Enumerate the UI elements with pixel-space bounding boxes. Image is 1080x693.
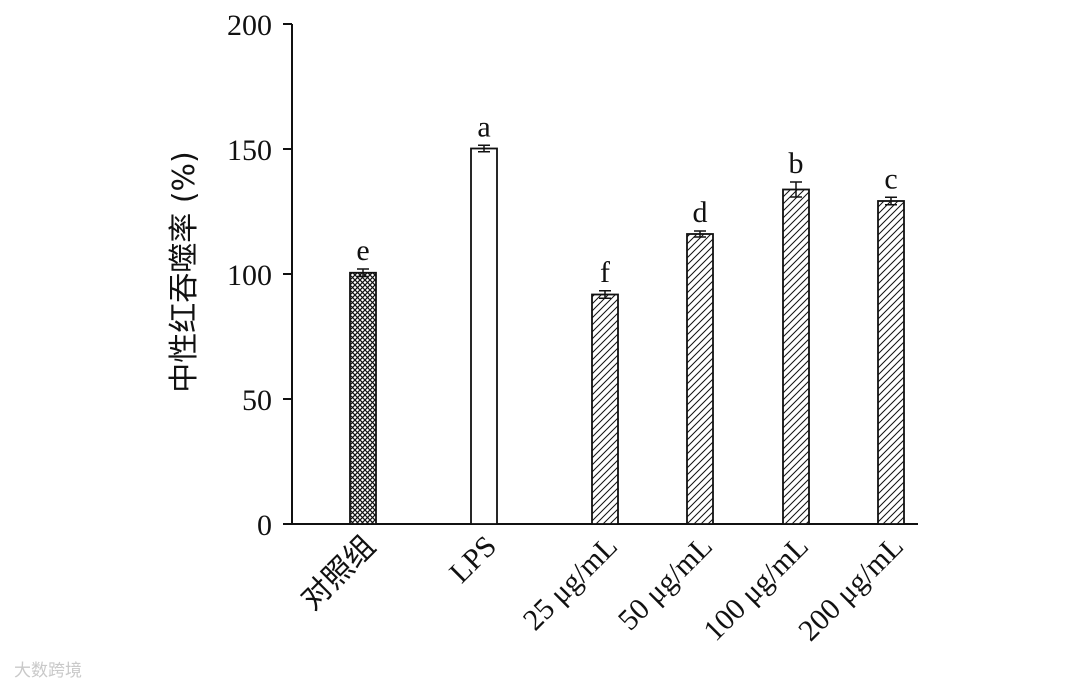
bar [470,147,498,525]
significance-letter: b [789,147,804,180]
significance-letter: a [477,110,490,143]
bar [349,271,377,525]
significance-letter: d [693,196,708,229]
bar [877,200,905,525]
y-tick-label: 0 [257,509,272,542]
x-tick-label: 25 μg/mL [517,530,624,637]
bar [782,188,810,525]
axes: 0 50 100 150 200 [227,9,918,542]
y-tick-label: 150 [227,134,272,167]
bar [591,293,619,525]
x-tick-label: 对照组 [295,530,382,617]
bar [686,233,714,525]
significance-letter: e [356,234,369,267]
significance-letter: f [600,256,610,289]
y-axis-label: 中性红吞噬率 (%) [167,151,202,392]
x-tick-label: LPS [443,530,503,590]
y-tick-label: 200 [227,9,272,42]
significance-letter: c [884,162,897,195]
y-tick-label: 100 [227,259,272,292]
bars [349,144,905,525]
watermark-logo: 大数跨境 [14,661,82,681]
x-tick-label: 200 μg/mL [792,530,910,648]
y-tick-label: 50 [242,384,272,417]
